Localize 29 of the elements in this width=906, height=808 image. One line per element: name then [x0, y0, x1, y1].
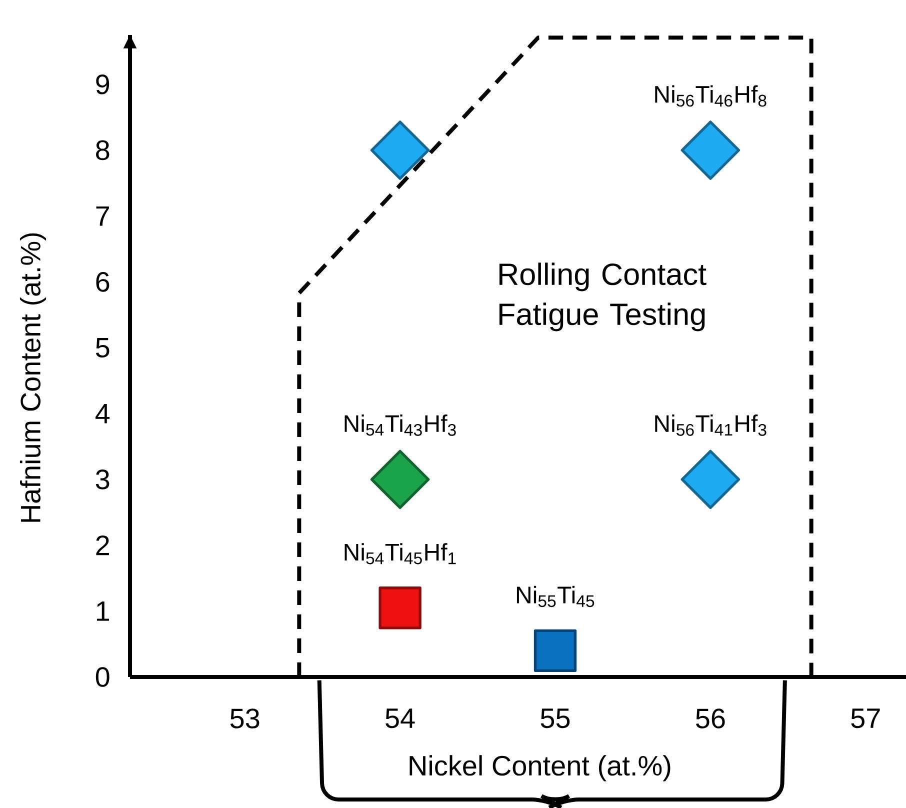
y-tick-label: 8	[96, 140, 110, 160]
x-tick-label: 54	[386, 708, 415, 728]
y-axis-title: Hafnium Content (at.%)	[20, 233, 46, 522]
series-label: Ni$_{56}$Ti$_{41}$Hf$_{3}$	[655, 414, 766, 436]
point	[680, 120, 740, 180]
annotation: Rolling Contact Fatigue Testing	[499, 262, 706, 332]
point	[680, 450, 740, 510]
y-tick-label: 6	[96, 272, 110, 292]
x-axis-title: Nickel Content (at.%)	[410, 755, 670, 782]
series-label: Ni$_{55}$Ti$_{45}$	[516, 586, 594, 608]
point	[378, 586, 422, 630]
point	[534, 629, 577, 672]
x-tick-label: 55	[540, 708, 570, 728]
y-tick-label: 3	[96, 470, 110, 490]
y-tick-label: 4	[95, 404, 110, 424]
y-tick-label: 0	[96, 667, 110, 687]
y-tick-label: 2	[96, 536, 109, 556]
series-label: Ni$_{54}$Ti$_{45}$Hf$_{1}$	[344, 543, 456, 564]
x-tick-label: 57	[851, 708, 880, 728]
series-label: Ni$_{54}$Ti$_{43}$Hf$_{3}$	[344, 414, 456, 436]
point	[370, 450, 430, 510]
y-tick-label: 9	[96, 74, 110, 94]
series-label: Ni$_{56}$Ti$_{46}$Hf$_{8}$	[655, 85, 766, 107]
y-tick-label: 5	[96, 338, 110, 358]
y-tick-label: 1	[96, 602, 110, 621]
point	[370, 120, 430, 180]
y-tick-label: 7	[96, 206, 109, 226]
x-tick-label: 53	[230, 708, 260, 728]
x-tick-label: 56	[696, 708, 725, 728]
